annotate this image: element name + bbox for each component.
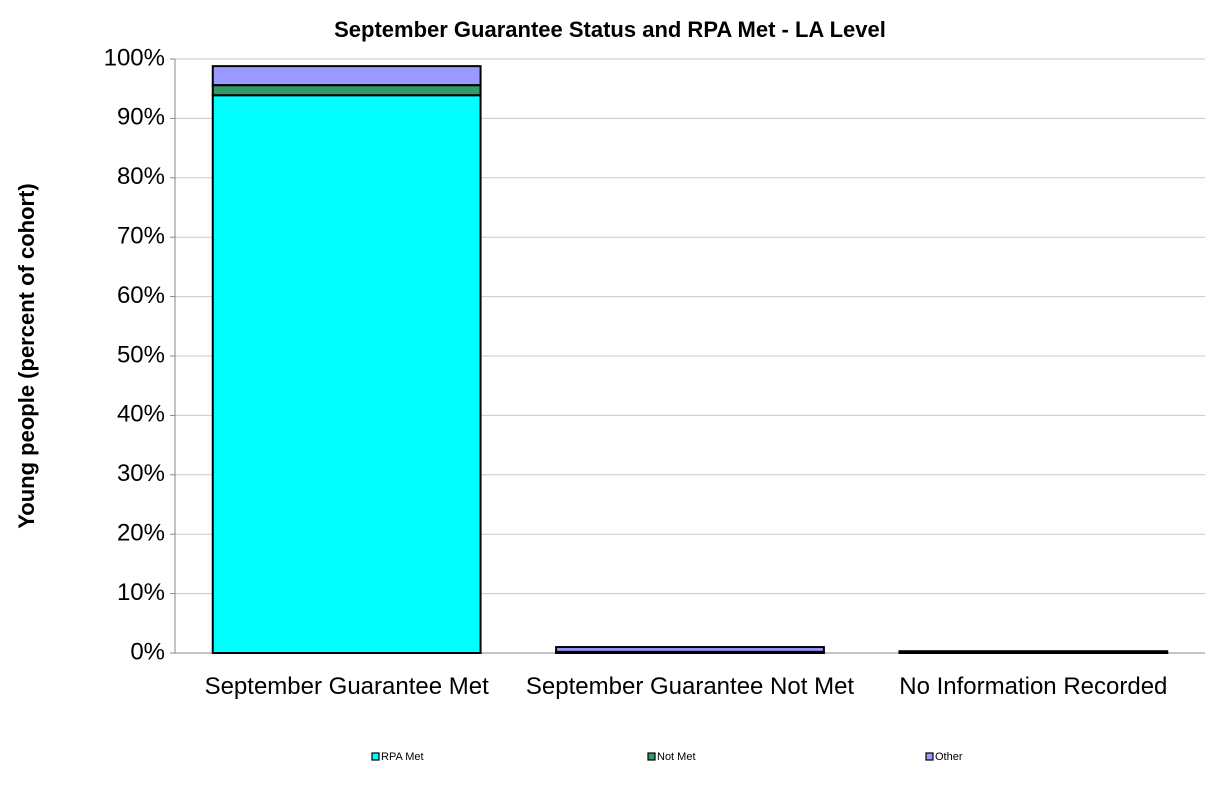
legend-label: RPA Met [381, 751, 424, 763]
y-tick-label: 10% [117, 579, 165, 606]
y-tick-label: 100% [104, 44, 165, 71]
y-tick-label: 20% [117, 520, 165, 547]
x-tick-label: September Guarantee Met [204, 673, 489, 700]
y-tick-label: 0% [130, 638, 165, 665]
y-tick-label: 80% [117, 163, 165, 190]
legend-swatch [371, 752, 380, 761]
y-axis-title: Young people (percent of cohort) [14, 183, 39, 528]
y-tick-label: 30% [117, 460, 165, 487]
x-tick-label: No Information Recorded [899, 673, 1168, 700]
bar-segment [555, 646, 825, 653]
chart-title: September Guarantee Status and RPA Met -… [334, 17, 886, 42]
y-tick-label: 60% [117, 282, 165, 309]
y-tick-label: 90% [117, 104, 165, 131]
legend-label: Other [935, 751, 963, 763]
y-tick-label: 70% [117, 223, 165, 250]
legend-swatch [647, 752, 656, 761]
bar-segment [898, 650, 1169, 655]
bar-segment [211, 65, 482, 87]
y-tick-label: 40% [117, 401, 165, 428]
legend-swatch [925, 752, 934, 761]
bar-segment [211, 94, 482, 654]
x-tick-label: September Guarantee Not Met [525, 673, 855, 700]
y-tick-label: 50% [117, 341, 165, 368]
bar-segment [211, 84, 482, 97]
legend-label: Not Met [657, 751, 696, 763]
